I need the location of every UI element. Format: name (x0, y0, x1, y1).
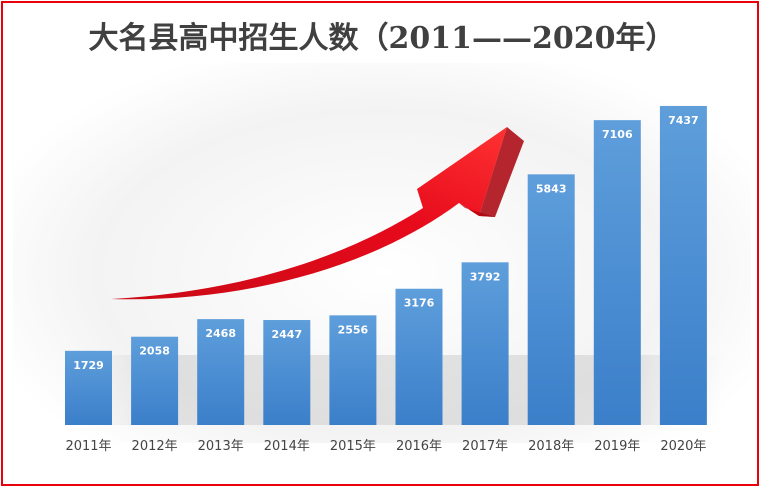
data-label: 7106 (602, 128, 633, 141)
x-tick-label: 2015年 (330, 439, 376, 454)
data-label: 7437 (668, 114, 699, 127)
data-label: 2058 (139, 345, 170, 358)
x-tick-label: 2014年 (264, 439, 310, 454)
x-tick-label: 2016年 (396, 439, 442, 454)
x-tick-label: 2011年 (65, 439, 111, 454)
bar-2014年 (263, 320, 311, 425)
x-tick-label: 2012年 (132, 439, 178, 454)
bar-2017年 (461, 262, 509, 425)
ticks-layer: 2011年 2012年 2013年 2014年 2015年 2016年 2017年 2018年… (65, 439, 706, 454)
x-tick-label: 2013年 (198, 439, 244, 454)
bar-2019年 (593, 120, 641, 426)
x-tick-label: 2017年 (462, 439, 508, 454)
bar-2011年 (65, 350, 112, 425)
data-label: 3792 (470, 270, 501, 283)
chart-title: 大名县高中招生人数（2011——2020年） (88, 21, 676, 56)
bar-2018年 (527, 174, 575, 425)
x-tick-label: 2018年 (528, 439, 574, 454)
data-label: 5843 (536, 182, 567, 195)
bars-layer (65, 105, 707, 426)
data-label: 2468 (205, 327, 236, 340)
bar-2020年 (659, 105, 707, 425)
x-tick-label: 2020年 (660, 439, 706, 454)
trend-arrow-icon (111, 127, 524, 300)
labels-layer: 1729 2058 2468 2447 2556 3176 3792 5843 7106 7437 (73, 114, 699, 372)
data-label: 3176 (404, 297, 435, 310)
bar-2013年 (197, 319, 245, 425)
bar-chart: 1729 2058 2468 2447 2556 3176 3792 5843 7106 7437… (65, 105, 723, 454)
bar-2012年 (131, 336, 179, 425)
data-label: 1729 (73, 359, 104, 372)
bar-2015年 (329, 315, 377, 425)
data-label: 2556 (338, 323, 369, 336)
bar-2016年 (395, 288, 443, 425)
data-label: 2447 (271, 328, 302, 341)
x-tick-label: 2019年 (594, 439, 640, 454)
